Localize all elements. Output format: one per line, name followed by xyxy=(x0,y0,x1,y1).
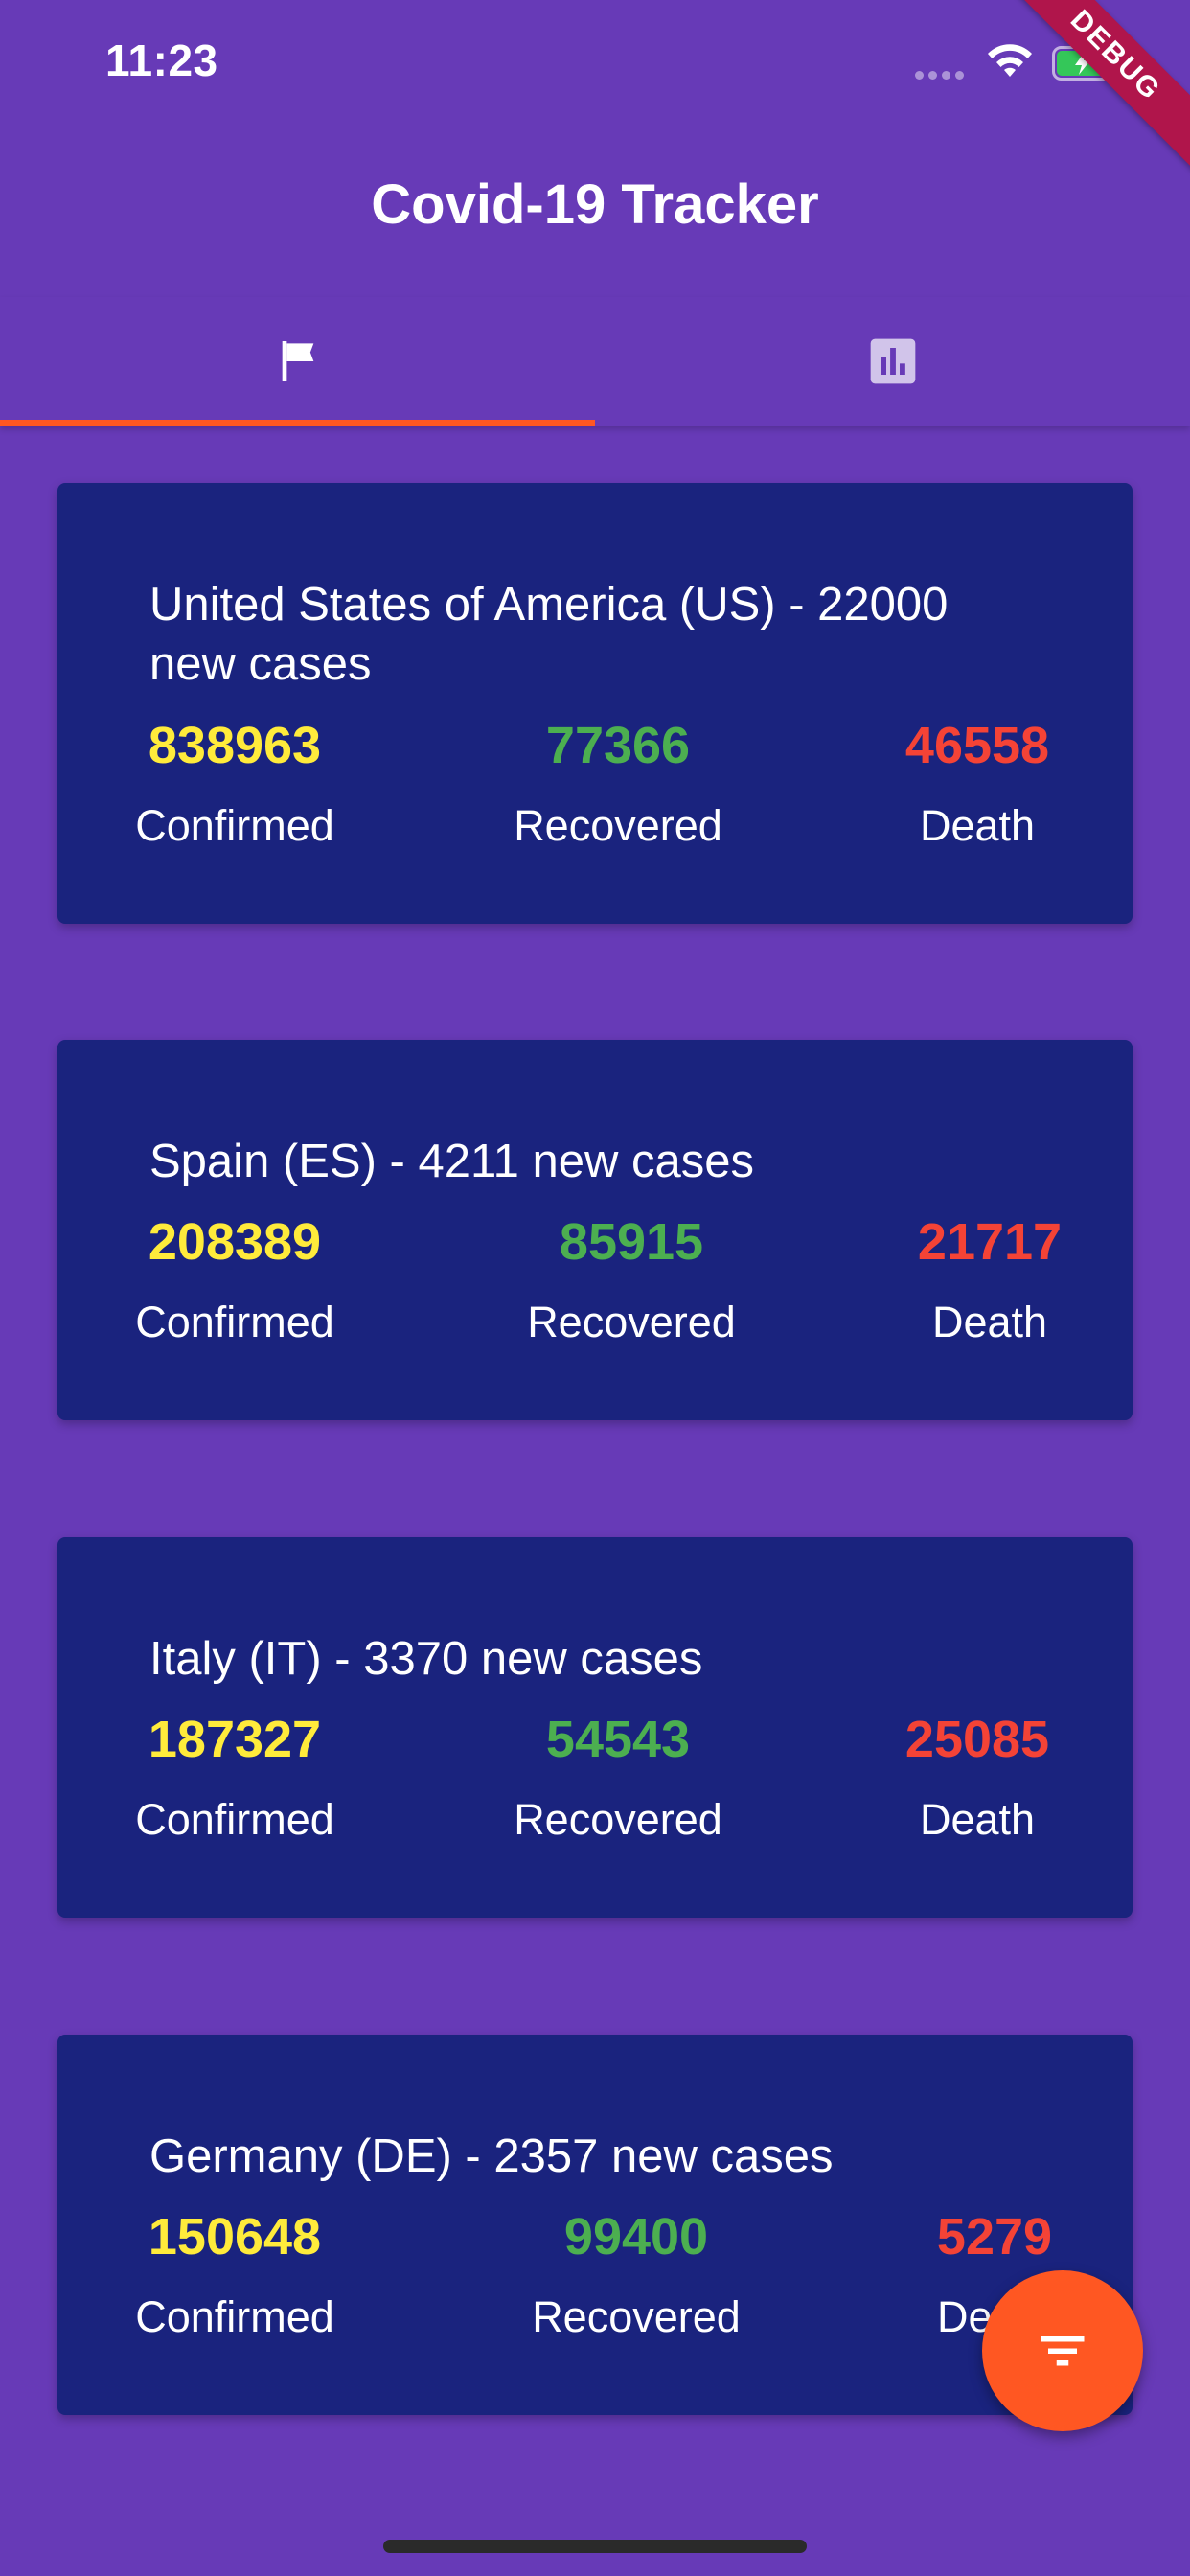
recovered-label: Recovered xyxy=(532,2292,741,2341)
tab-bar xyxy=(0,297,1190,426)
confirmed-label: Confirmed xyxy=(135,801,334,850)
death-count: 21717 xyxy=(917,1213,1063,1271)
recovered-label: Recovered xyxy=(514,1795,722,1844)
recovered-stat: 85915 Recovered xyxy=(488,1213,775,1349)
bar-chart-icon xyxy=(870,338,915,384)
confirmed-count: 838963 xyxy=(148,717,322,774)
country-title: Spain (ES) - 4211 new cases xyxy=(149,1136,754,1187)
country-title: Italy (IT) - 3370 new cases xyxy=(149,1633,703,1685)
recovered-stat: 99400 Recovered xyxy=(492,2208,780,2344)
status-time: 11:23 xyxy=(105,35,218,85)
page-title: Covid-19 Tracker xyxy=(371,173,819,236)
debug-ribbon: DEBUG xyxy=(995,0,1190,175)
country-card-it[interactable]: Italy (IT) - 3370 new cases 187327 Confi… xyxy=(57,1537,1133,1918)
country-title: United States of America (US) - 22000 ne… xyxy=(149,579,949,690)
confirmed-stat: 838963 Confirmed xyxy=(91,717,378,853)
death-stat: 46558 Death xyxy=(834,717,1121,853)
wifi-icon xyxy=(988,44,1032,77)
recovered-count: 99400 xyxy=(563,2208,709,2266)
confirmed-stat: 208389 Confirmed xyxy=(91,1213,378,1349)
recovered-stat: 54543 Recovered xyxy=(474,1711,762,1847)
death-label: Death xyxy=(919,801,1036,850)
tab-statistics[interactable] xyxy=(595,297,1190,426)
confirmed-label: Confirmed xyxy=(135,1795,334,1844)
death-count: 25085 xyxy=(904,1711,1050,1768)
home-indicator[interactable] xyxy=(383,2540,807,2553)
confirmed-stat: 150648 Confirmed xyxy=(91,2208,378,2344)
filter-button[interactable] xyxy=(982,2270,1143,2431)
tab-countries[interactable] xyxy=(0,297,595,426)
status-bar: 11:23 DEBUG xyxy=(0,0,1190,175)
death-label: Death xyxy=(931,1298,1048,1346)
recovered-count: 85915 xyxy=(559,1213,704,1271)
death-stat: 25085 Death xyxy=(834,1711,1121,1847)
confirmed-label: Confirmed xyxy=(135,2292,334,2341)
death-count: 5279 xyxy=(936,2208,1053,2266)
country-card-es[interactable]: Spain (ES) - 4211 new cases 208389 Confi… xyxy=(57,1040,1133,1420)
recovered-count: 54543 xyxy=(545,1711,691,1768)
death-stat: 21717 Death xyxy=(846,1213,1133,1349)
country-card-us[interactable]: United States of America (US) - 22000 ne… xyxy=(57,483,1133,924)
confirmed-count: 208389 xyxy=(148,1213,322,1271)
country-card-de[interactable]: Germany (DE) - 2357 new cases 150648 Con… xyxy=(57,2035,1133,2415)
confirmed-stat: 187327 Confirmed xyxy=(91,1711,378,1847)
recovered-label: Recovered xyxy=(514,801,722,850)
country-title: Germany (DE) - 2357 new cases xyxy=(149,2130,834,2182)
confirmed-count: 187327 xyxy=(148,1711,322,1768)
death-count: 46558 xyxy=(904,717,1050,774)
confirmed-label: Confirmed xyxy=(135,1298,334,1346)
cellular-signal-icon xyxy=(915,71,964,80)
death-label: Death xyxy=(919,1795,1036,1844)
flag-icon xyxy=(282,341,313,381)
confirmed-count: 150648 xyxy=(148,2208,322,2266)
recovered-stat: 77366 Recovered xyxy=(474,717,762,853)
recovered-label: Recovered xyxy=(527,1298,736,1346)
recovered-count: 77366 xyxy=(545,717,691,774)
filter-icon xyxy=(1041,2336,1085,2366)
